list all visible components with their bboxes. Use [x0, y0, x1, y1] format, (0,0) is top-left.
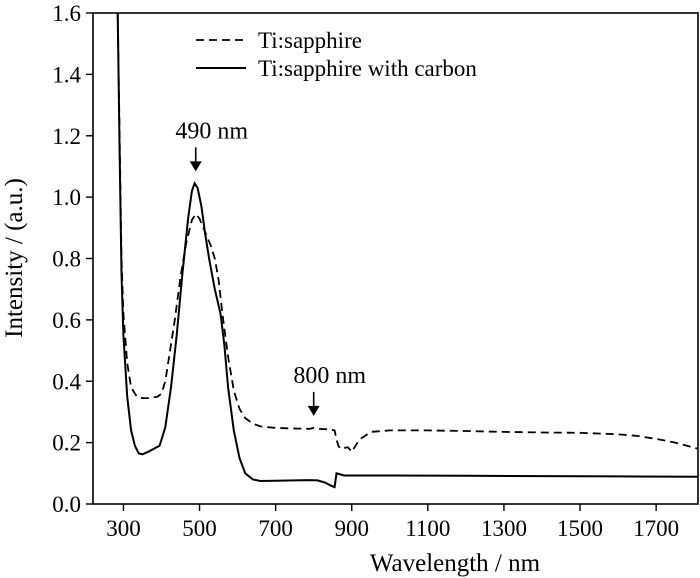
x-tick-label: 1300 [481, 516, 527, 541]
x-axis-label: Wavelength / nm [370, 550, 541, 577]
annotation-arrow-head [189, 161, 202, 172]
annotation-arrow-head [307, 405, 320, 416]
x-tick-label: 1500 [557, 516, 603, 541]
annotation-label: 800 nm [293, 363, 366, 389]
y-tick-label: 1.0 [52, 185, 81, 210]
annotations: 490 nm 800 nm [175, 118, 366, 416]
y-tick-label: 0.6 [52, 308, 81, 333]
series-layer [116, 13, 698, 489]
y-tick-label: 1.2 [52, 124, 81, 149]
x-tick-label: 500 [182, 516, 217, 541]
legend: Ti:sapphire Ti:sapphire with carbon [196, 28, 477, 81]
legend-label: Ti:sapphire with carbon [258, 56, 477, 81]
legend-label: Ti:sapphire [258, 28, 362, 53]
x-tick-label: 300 [106, 516, 141, 541]
y-tick-label: 0.4 [52, 369, 81, 394]
y-tick-label: 1.4 [52, 62, 81, 87]
series-line-ti-sapphire [116, 13, 698, 454]
y-tick-label: 1.6 [52, 1, 81, 26]
y-tick-label: 0.8 [52, 247, 81, 272]
series-line-ti-sapphire-with-carbon [116, 13, 698, 489]
annotation-label: 490 nm [175, 118, 248, 144]
axes-layer: 300 500 700 900 1100 1300 1500 1700 0.0 0.2 0.4 0.6… [52, 1, 699, 541]
y-axis-label: Intensity / (a.u.) [1, 178, 28, 338]
x-tick-label: 1100 [405, 516, 450, 541]
x-tick-label: 900 [334, 516, 369, 541]
x-tick-label: 1700 [633, 516, 679, 541]
y-tick-label: 0.0 [52, 492, 81, 517]
y-tick-label: 0.2 [52, 431, 81, 456]
x-tick-label: 700 [258, 516, 293, 541]
